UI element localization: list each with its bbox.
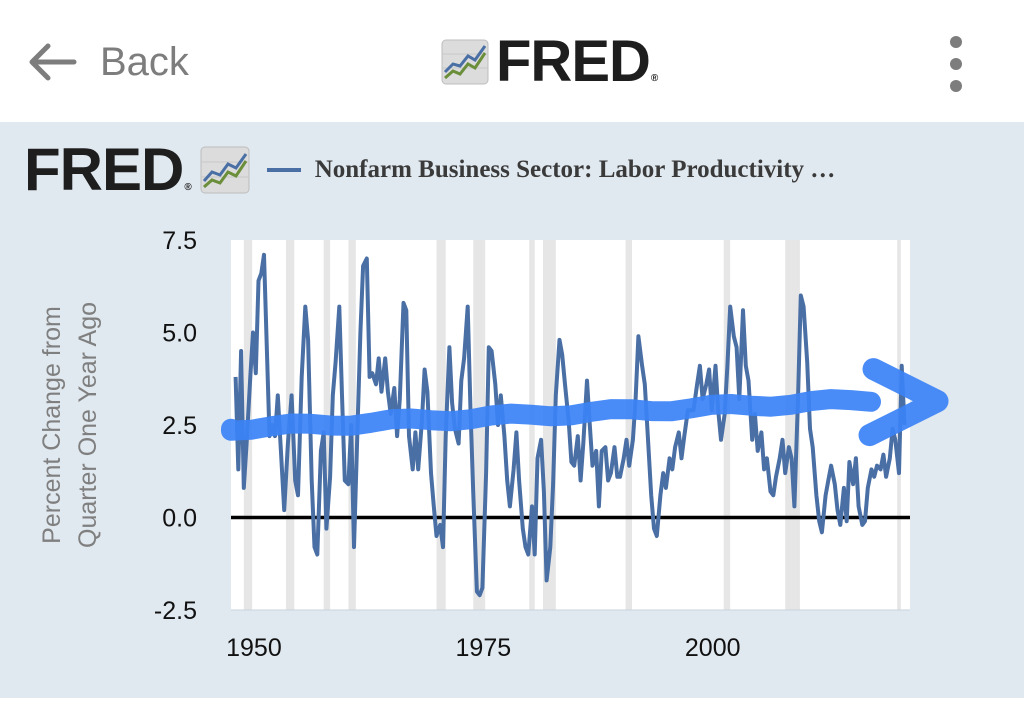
x-tick-label: 1950: [226, 634, 282, 662]
recession-band: [529, 240, 535, 610]
app-title: FRED®: [496, 33, 658, 91]
y-tick-label: 7.5: [162, 227, 197, 255]
panel-fred-logo: FRED®: [24, 140, 192, 200]
footer-strip: [0, 698, 1024, 702]
y-tick-label: 0.0: [162, 505, 197, 533]
app-title-text: FRED: [496, 29, 651, 94]
series-line[interactable]: [233, 252, 907, 598]
more-options-button[interactable]: [942, 34, 970, 96]
chart-header: FRED® Nonfarm Business Sector: Labor Pro…: [24, 140, 836, 200]
y-axis-label: Quarter One Year Ago: [74, 302, 102, 548]
more-vertical-icon: [950, 36, 962, 92]
y-axis-label: Percent Change from: [38, 306, 66, 544]
chart: 7.5 5.0 2.5 0.0 -2.5 1950 1975 2000 Percent Chan…: [38, 227, 949, 662]
trend-graph-icon: [441, 39, 489, 85]
fred-logo: FRED®: [440, 30, 658, 94]
y-tick-label: -2.5: [154, 597, 197, 625]
trend-arrow-head: [858, 358, 949, 447]
y-tick-label: 2.5: [162, 412, 197, 440]
registered-mark: ®: [650, 73, 658, 84]
panel-registered-mark: ®: [184, 182, 191, 193]
legend-swatch: [266, 168, 301, 172]
panel-fred-text: FRED: [24, 136, 184, 203]
back-button[interactable]: Back: [26, 34, 189, 90]
recession-band: [625, 240, 632, 610]
y-tick-label: 5.0: [162, 320, 197, 348]
x-tick-label: 1975: [456, 634, 512, 662]
arrow-left-icon: [29, 43, 77, 81]
x-tick-label: 2000: [685, 634, 741, 662]
trend-graph-icon: [200, 146, 250, 194]
chart-title[interactable]: Nonfarm Business Sector: Labor Productiv…: [314, 156, 836, 183]
recession-band: [723, 240, 731, 610]
trend-arrow-shaft: [221, 389, 881, 441]
app-bar: Back FRED®: [0, 0, 1024, 122]
chart-panel: 7.5 5.0 2.5 0.0 -2.5 1950 1975 2000 Percent Chan…: [0, 122, 1024, 698]
back-label: Back: [100, 39, 189, 84]
